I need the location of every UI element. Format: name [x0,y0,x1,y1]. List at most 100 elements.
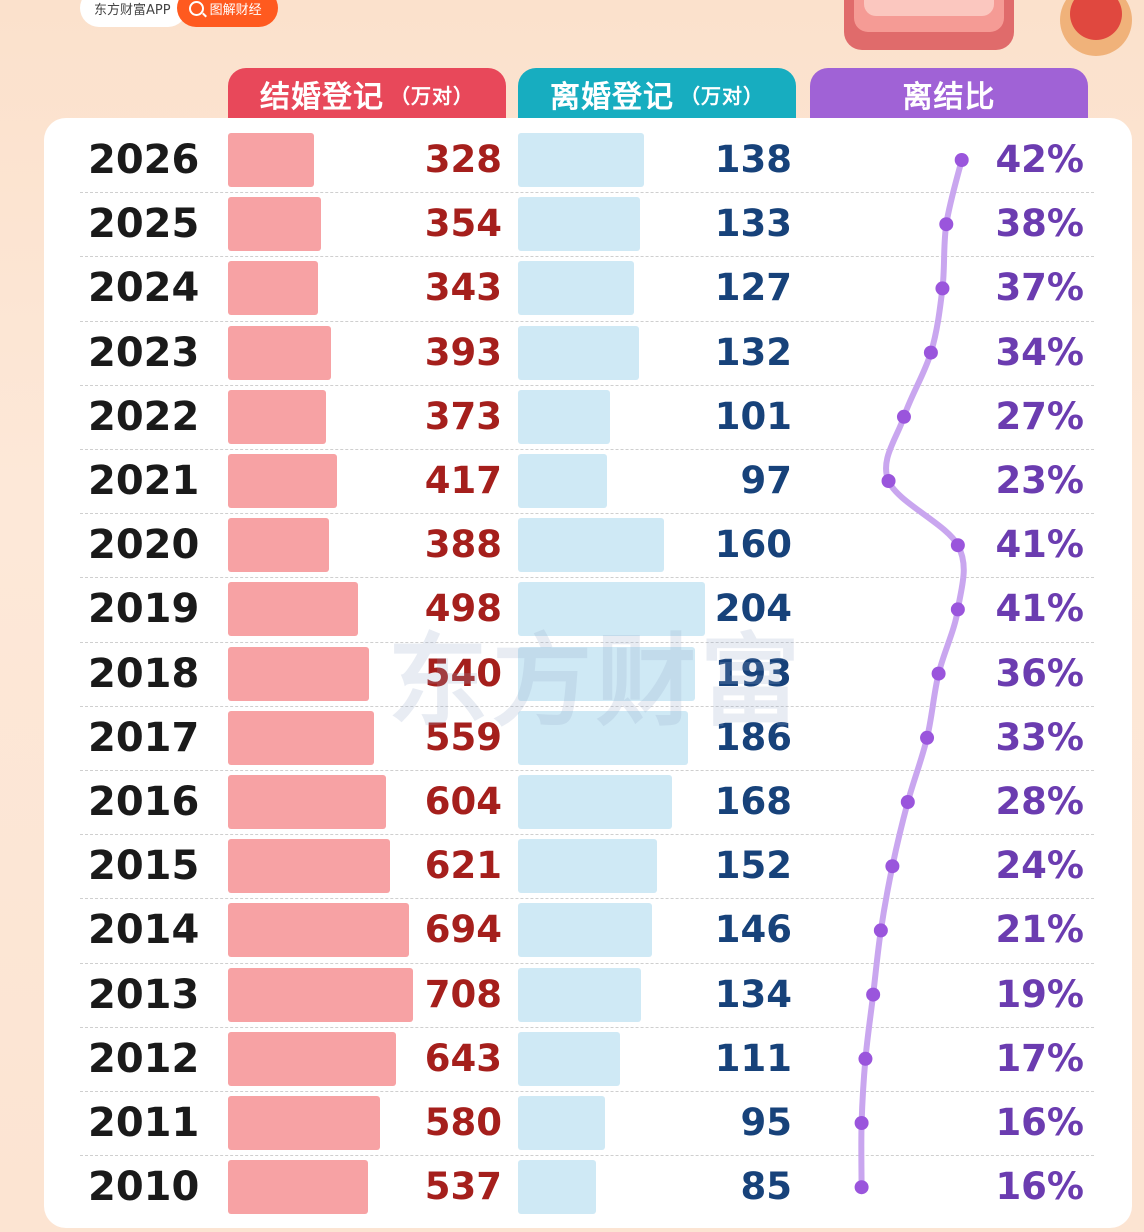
ratio-value: 23% [995,459,1084,502]
year-label: 2015 [88,843,200,890]
decoration-image [844,0,1132,56]
header-divorce-label: 离婚登记 [550,80,674,115]
header-ratio-label: 离结比 [902,80,996,115]
divorce-value: 133 [714,202,792,246]
divorce-bar [518,261,635,316]
search-button[interactable]: 图解财经 [176,0,278,27]
marriage-value: 694 [424,908,502,952]
marriage-bar [228,261,318,316]
ratio-value: 42% [995,138,1084,181]
row-divider [80,898,1094,900]
divorce-bar [518,710,689,765]
marriage-value: 328 [424,138,502,181]
marriage-value: 373 [424,394,502,438]
marriage-bar [228,903,410,958]
row-divider [80,513,1094,515]
year-label: 2016 [88,779,200,825]
row-divider [80,834,1094,836]
row-divider [80,449,1094,450]
marriage-bar [228,197,321,252]
table-row: 2026 328 138 42% [0,128,1144,192]
marriage-value: 388 [424,523,502,567]
year-label: 2017 [88,714,200,761]
row-divider [80,770,1094,771]
divorce-value: 204 [714,587,792,631]
year-label: 2010 [88,1164,200,1211]
divorce-bar [518,1096,605,1150]
ratio-value: 38% [995,202,1084,246]
divorce-bar [518,325,639,380]
table-row: 2015 621 152 24% [0,834,1144,898]
marriage-bar [228,646,370,701]
year-label: 2026 [88,137,200,183]
marriage-bar [228,967,414,1022]
divorce-bar [518,1160,596,1215]
divorce-bar [518,1031,620,1086]
ratio-value: 41% [995,587,1084,631]
divorce-bar [518,646,695,701]
table-row: 2021 417 97 23% [0,449,1144,513]
divorce-value: 168 [714,780,792,823]
ratio-value: 19% [995,972,1084,1016]
table-row: 2023 393 132 34% [0,320,1144,385]
divorce-bar [518,903,652,958]
table-row: 2025 354 133 38% [0,192,1144,256]
divorce-value: 85 [740,1165,793,1209]
marriage-value: 540 [424,651,502,695]
table-row: 2010 537 85 16% [0,1155,1144,1219]
divorce-value: 193 [714,651,792,695]
marriage-bar [228,582,359,637]
ratio-value: 28% [995,780,1084,823]
year-label: 2023 [88,329,200,376]
marriage-value: 559 [424,715,502,759]
divorce-value: 101 [714,394,792,438]
row-divider [80,641,1094,643]
marriage-bar [228,775,386,829]
ratio-value: 17% [995,1036,1084,1080]
header-marriage-unit: （万对） [390,83,474,108]
header-divorce: 离婚登记 （万对） [518,68,796,120]
table-row: 2017 559 186 33% [0,705,1144,770]
divorce-bar [518,197,640,252]
top-bar: 东方财富APP 图解财经 [80,0,278,28]
ratio-value: 27% [995,394,1084,438]
brand-label[interactable]: 东方财富APP [80,0,187,27]
row-divider [80,705,1094,707]
row-divider [80,1155,1094,1157]
marriage-bar [228,1031,397,1086]
divorce-bar [518,389,611,444]
divorce-bar [518,839,658,894]
table-row: 2022 373 101 27% [0,384,1144,449]
row-divider [80,192,1094,194]
divorce-value: 127 [714,266,792,310]
year-label: 2014 [88,907,200,954]
divorce-value: 160 [714,523,792,567]
ratio-value: 16% [995,1165,1084,1209]
table-row: 2012 643 111 17% [0,1026,1144,1091]
table-row: 2019 498 204 41% [0,577,1144,641]
ratio-value: 34% [995,330,1084,374]
row-divider [80,256,1094,258]
divorce-value: 186 [714,715,792,759]
marriage-value: 604 [424,780,502,823]
header-divorce-unit: （万对） [680,83,764,108]
table-row: 2018 540 193 36% [0,641,1144,706]
search-icon [188,0,204,16]
header-marriage-label: 结婚登记 [260,80,384,115]
divorce-value: 111 [714,1036,792,1080]
marriage-bar [228,1096,380,1150]
marriage-bar [228,710,375,765]
divorce-value: 97 [740,459,793,502]
divorce-bar [518,775,672,829]
header-ratio: 离结比 [810,68,1088,120]
year-label: 2020 [88,522,200,569]
divorce-value: 146 [714,908,792,952]
ratio-value: 16% [995,1101,1084,1144]
marriage-value: 417 [424,459,502,502]
marriage-bar [228,839,391,894]
divorce-value: 138 [714,138,792,181]
marriage-value: 343 [424,266,502,310]
row-divider [80,320,1094,322]
divorce-bar [518,454,607,508]
ratio-value: 24% [995,844,1084,888]
